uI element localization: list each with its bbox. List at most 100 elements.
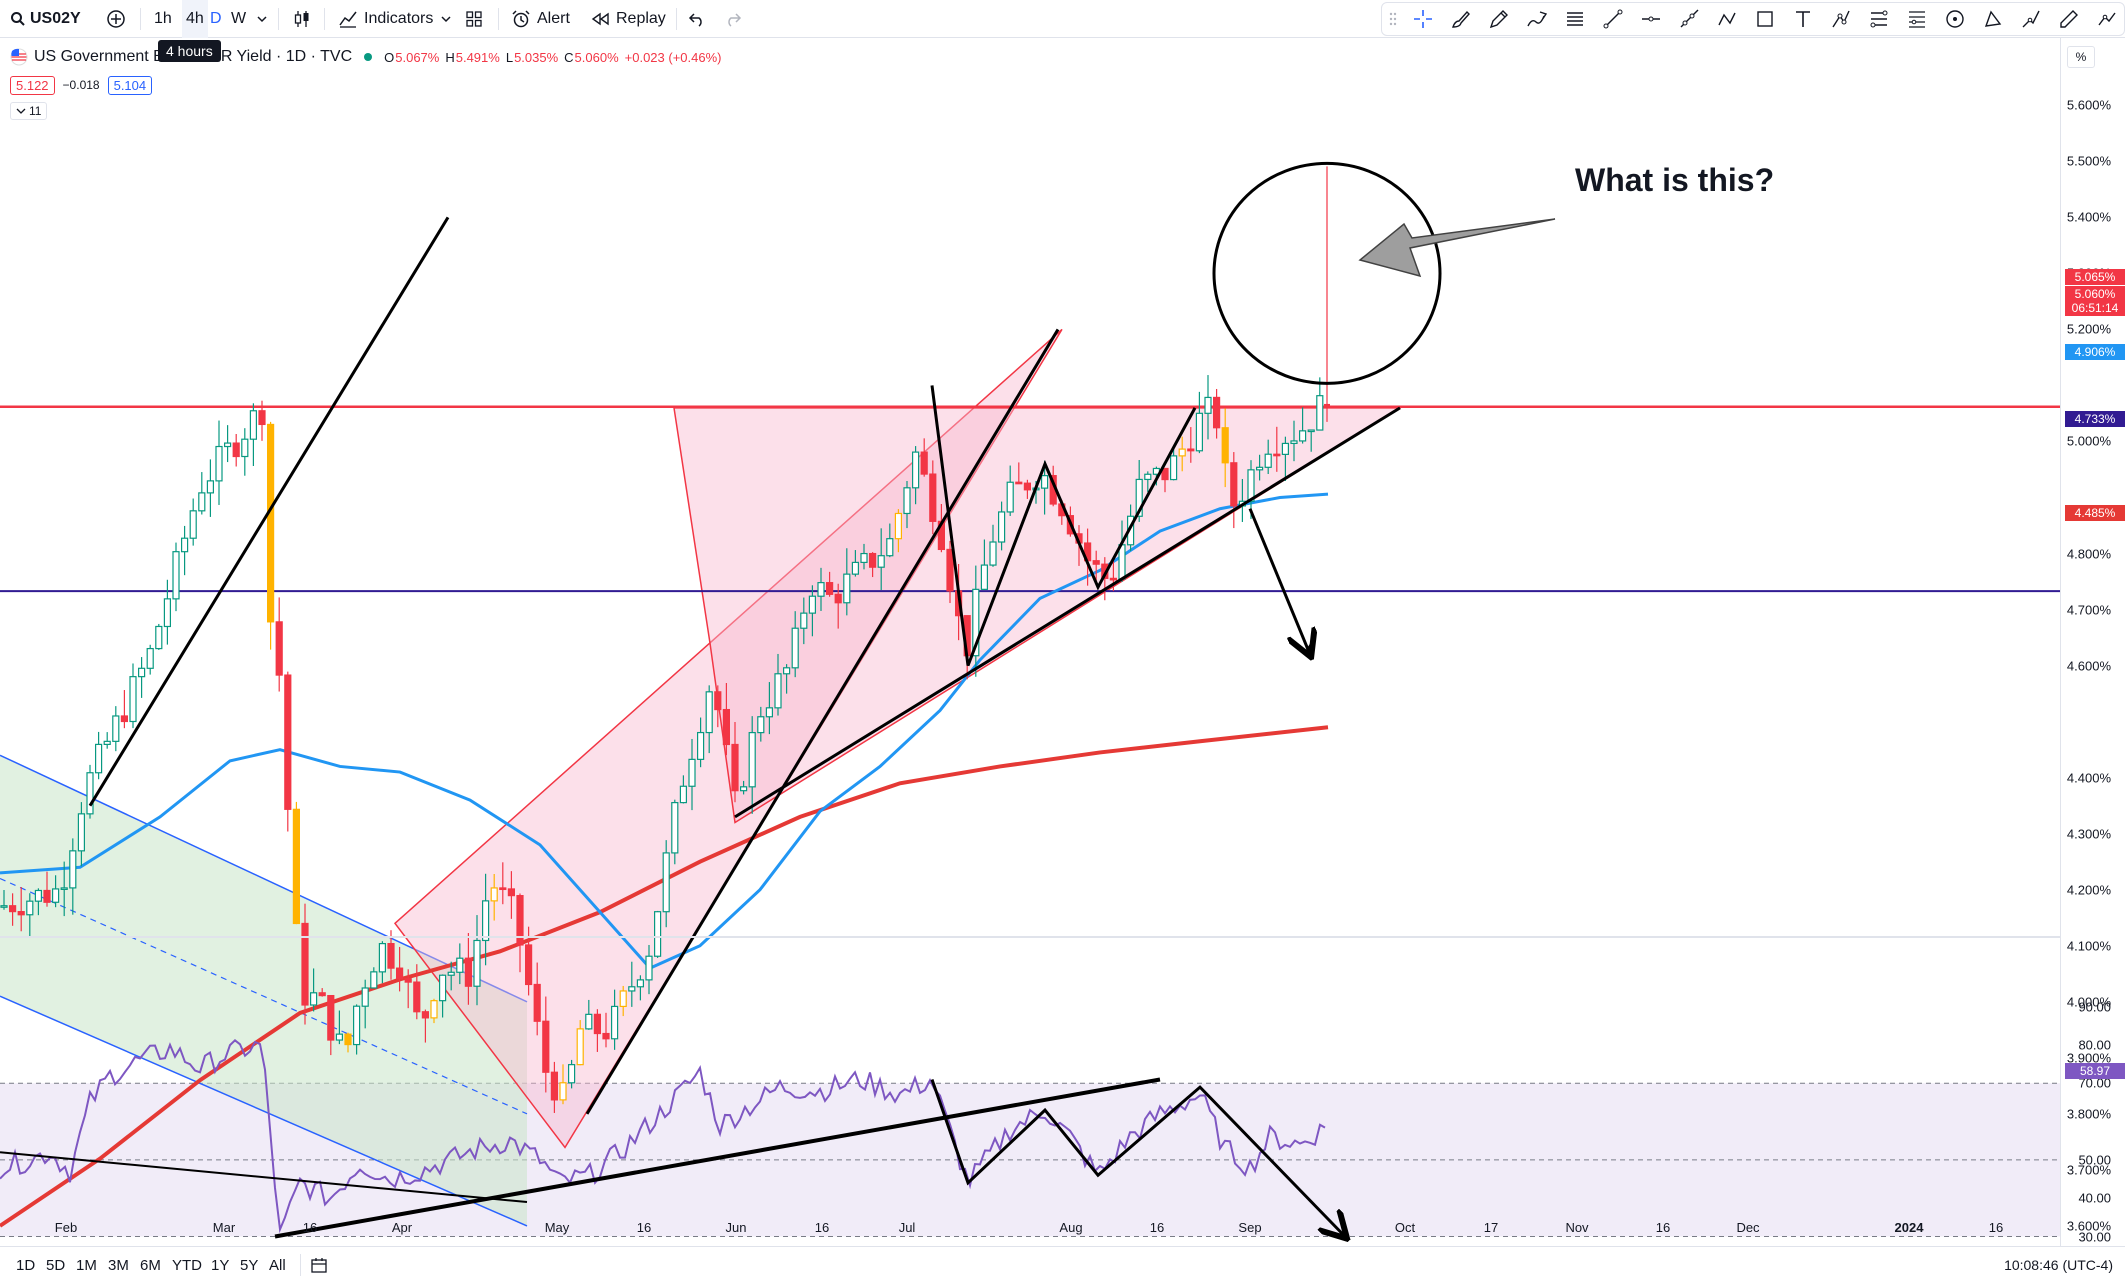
pattern-icon[interactable] (1828, 6, 1854, 32)
horizontal-line-icon[interactable] (1638, 6, 1664, 32)
ask-chip[interactable]: 5.104 (107, 75, 153, 95)
rectangle-icon[interactable] (1752, 6, 1778, 32)
candle-body (86, 772, 94, 815)
candle-body (60, 887, 68, 891)
rsi-value-tag[interactable]: 58.97 (2065, 1063, 2125, 1079)
more-tools-icon[interactable] (2094, 6, 2120, 32)
alert-button[interactable]: Alert (511, 0, 570, 38)
range-6m[interactable]: 6M (140, 1256, 161, 1274)
crosshair-icon[interactable] (1410, 6, 1436, 32)
bid-chip[interactable]: 5.122 (10, 75, 55, 95)
range-ytd[interactable]: YTD (172, 1256, 202, 1274)
candle (189, 498, 197, 546)
chart-type-button[interactable] (292, 0, 312, 38)
range-5y[interactable]: 5Y (240, 1256, 259, 1274)
trend-line-icon[interactable] (1600, 6, 1626, 32)
candle-body (567, 1064, 576, 1084)
candle (946, 540, 954, 604)
redo-button[interactable] (724, 0, 742, 38)
forecast-icon[interactable] (1980, 6, 2006, 32)
symbol-search[interactable]: US02Y (10, 0, 81, 38)
candle (181, 525, 189, 576)
range-1m[interactable]: 1M (76, 1256, 97, 1274)
candle-body (26, 900, 34, 916)
candle-body (722, 708, 731, 746)
price-tick-label: 3.700% (2066, 1162, 2111, 1178)
last-price-tag[interactable]: 5.060% 06:51:14 (2065, 286, 2125, 316)
chart-annotations[interactable] (88, 161, 1556, 1115)
interval-1h[interactable]: 1h (154, 10, 172, 27)
compare-button[interactable] (106, 0, 126, 38)
pane-separator[interactable] (0, 936, 2060, 938)
range-1d[interactable]: 1D (16, 1256, 36, 1274)
rsi-tick-label: 40.00 (2078, 1190, 2111, 1206)
price-unit[interactable]: % (2067, 46, 2095, 68)
undo-icon (688, 13, 702, 27)
high-line-price-tag[interactable]: 5.065% (2065, 269, 2125, 285)
ma-blue-price-tag[interactable]: 4.906% (2065, 344, 2125, 360)
price-tick-label: 4.800% (2066, 546, 2111, 562)
indicators-dropdown[interactable] (440, 0, 452, 38)
candle-body (464, 957, 472, 987)
candle (894, 509, 903, 553)
candle (1023, 479, 1032, 499)
interval-dropdown[interactable] (256, 0, 268, 38)
candle (1316, 377, 1324, 431)
candle-body (516, 895, 524, 946)
candle (868, 552, 877, 578)
replay-label: Replay (616, 10, 666, 27)
templates-button[interactable] (465, 0, 483, 38)
fib-channel-icon[interactable] (1904, 6, 1930, 32)
drag-handle-icon[interactable] (1386, 6, 1400, 32)
timezone-clock[interactable]: 10:08:46 (UTC-4) (2004, 1257, 2113, 1273)
ma-red-price-tag[interactable]: 4.485% (2065, 505, 2125, 521)
symbol-description[interactable]: US Government B (34, 48, 164, 65)
undo-button[interactable] (688, 0, 706, 38)
legend-quote-row: 5.122 −0.018 5.104 (10, 74, 722, 96)
candle (972, 565, 980, 677)
candle-body (989, 541, 997, 566)
indicators-button[interactable]: Indicators (338, 0, 433, 38)
path-icon[interactable] (1714, 6, 1740, 32)
goto-date-button[interactable] (310, 1247, 328, 1282)
candle-body (155, 625, 163, 650)
ray-icon[interactable] (1676, 6, 1702, 32)
candle-body (533, 983, 541, 1022)
trendline-feb-mar (88, 216, 450, 807)
interval-w[interactable]: W (231, 10, 247, 27)
price-axis[interactable]: % (2060, 38, 2125, 1246)
support-line-price-tag[interactable]: 4.733% (2065, 411, 2125, 427)
symbol-description-rest[interactable]: R Yield · 1D · TVC (220, 48, 353, 65)
gann-icon[interactable] (1942, 6, 1968, 32)
candle (628, 961, 636, 1007)
price-chart[interactable] (0, 38, 2060, 1252)
candle (155, 623, 163, 650)
drawing-toolbar (1381, 2, 2125, 36)
annotation-question[interactable]: What is this? (1575, 162, 1775, 198)
replay-button[interactable]: Replay (590, 0, 666, 38)
alert-label: Alert (537, 10, 570, 27)
text-icon[interactable] (1790, 6, 1816, 32)
candle (249, 403, 257, 466)
highlighter-icon[interactable] (1524, 6, 1550, 32)
measure-icon[interactable] (2018, 6, 2044, 32)
candle (198, 472, 206, 515)
range-all[interactable]: All (269, 1256, 286, 1274)
candle (464, 933, 472, 1005)
range-3m[interactable]: 3M (108, 1256, 129, 1274)
fib-retracement-icon[interactable] (1866, 6, 1892, 32)
candle (473, 915, 481, 1006)
price-tick-label: 4.600% (2066, 658, 2111, 674)
range-5d[interactable]: 5D (46, 1256, 66, 1274)
candle (146, 644, 154, 675)
indicators-toggle[interactable]: 11 (10, 102, 48, 120)
candle-body (258, 410, 266, 426)
interval-d[interactable]: D (210, 10, 222, 27)
lines-icon[interactable] (1562, 6, 1588, 32)
eraser-icon[interactable] (2056, 6, 2082, 32)
interval-4h[interactable]: 4h (182, 0, 208, 38)
pen-icon[interactable] (1486, 6, 1512, 32)
brush-icon[interactable] (1448, 6, 1474, 32)
candle-body (473, 939, 481, 987)
range-1y[interactable]: 1Y (211, 1256, 230, 1274)
